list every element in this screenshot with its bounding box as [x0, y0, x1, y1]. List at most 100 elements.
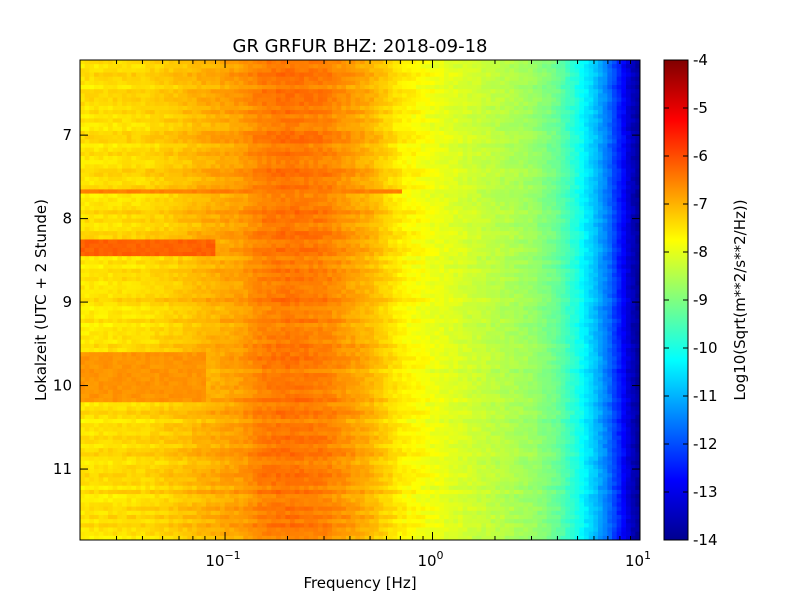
heatmap-cell [476, 126, 482, 132]
heatmap-cell [210, 93, 216, 99]
heatmap-cell [453, 68, 459, 74]
heatmap-cell [84, 185, 90, 190]
heatmap-cell [94, 231, 100, 236]
heatmap-cell [220, 68, 226, 74]
heatmap-cell [220, 76, 226, 82]
heatmap-cell [350, 101, 356, 107]
heatmap-cell [374, 172, 380, 178]
heatmap-cell [346, 122, 352, 128]
heatmap-cell [551, 72, 557, 78]
heatmap-cell [234, 181, 240, 186]
heatmap-cell [411, 68, 417, 74]
heatmap-cell [579, 105, 585, 111]
heatmap-cell [542, 64, 548, 69]
heatmap-cell [341, 210, 347, 216]
heatmap-cell [621, 156, 627, 161]
heatmap-cell [122, 93, 128, 99]
heatmap-cell [518, 206, 524, 211]
heatmap-cell [439, 101, 445, 107]
heatmap-cell [238, 110, 244, 115]
heatmap-cell [145, 93, 151, 99]
heatmap-cell [243, 156, 249, 161]
heatmap-cell [178, 118, 184, 124]
heatmap-cell [313, 201, 319, 207]
heatmap-cell [612, 156, 618, 161]
heatmap-cell [495, 197, 501, 203]
heatmap-cell [490, 201, 496, 207]
heatmap-cell [164, 105, 170, 111]
heatmap-cell [448, 80, 454, 86]
heatmap-cell [374, 214, 380, 220]
heatmap-cell [378, 201, 384, 207]
heatmap-cell [318, 76, 324, 82]
heatmap-cell [145, 130, 151, 136]
heatmap-cell [360, 210, 366, 216]
heatmap-cell [630, 110, 636, 115]
heatmap-cell [565, 130, 571, 136]
heatmap-cell [257, 197, 263, 203]
heatmap-cell [117, 210, 123, 216]
heatmap-cell [560, 206, 566, 211]
heatmap-cell [89, 206, 95, 211]
heatmap-cell [546, 226, 552, 232]
heatmap-cell [108, 72, 114, 78]
heatmap-cell [518, 72, 524, 78]
heatmap-cell [346, 139, 352, 145]
heatmap-cell [448, 85, 454, 90]
heatmap-cell [234, 76, 240, 82]
heatmap-cell [383, 85, 389, 90]
heatmap-cell [518, 80, 524, 86]
heatmap-cell [420, 126, 426, 132]
heatmap-cell [238, 210, 244, 216]
heatmap-cell [486, 151, 492, 157]
heatmap-cell [430, 160, 436, 165]
heatmap-cell [635, 189, 640, 195]
heatmap-cell [187, 68, 193, 74]
heatmap-cell [150, 231, 156, 236]
heatmap-cell [108, 126, 114, 132]
heatmap-cell [500, 122, 506, 128]
heatmap-cell [551, 226, 557, 232]
heatmap-cell [276, 226, 282, 232]
heatmap-cell [378, 122, 384, 128]
heatmap-cell [248, 60, 254, 65]
heatmap-cell [322, 114, 328, 120]
heatmap-cell [532, 210, 538, 216]
heatmap-cell [518, 185, 524, 190]
heatmap-cell [364, 156, 370, 161]
heatmap-cell [486, 93, 492, 99]
heatmap-cell [500, 76, 506, 82]
heatmap-cell [420, 222, 426, 228]
heatmap-cell [523, 126, 529, 132]
heatmap-cell [607, 151, 613, 157]
heatmap-cell [257, 64, 263, 69]
heatmap-cell [196, 118, 202, 124]
heatmap-cell [486, 222, 492, 228]
heatmap-cell [136, 85, 142, 90]
heatmap-cell [126, 185, 132, 190]
heatmap-cell [430, 93, 436, 99]
heatmap-cell [546, 76, 552, 82]
heatmap-cell [341, 143, 347, 149]
heatmap-cell [500, 93, 506, 99]
heatmap-cell [290, 206, 296, 211]
heatmap-cell [126, 156, 132, 161]
heatmap-cell [406, 64, 412, 69]
heatmap-cell [621, 193, 627, 199]
heatmap-cell [462, 160, 468, 165]
heatmap-cell [308, 105, 314, 111]
heatmap-cell [252, 93, 258, 99]
heatmap-cell [528, 72, 534, 78]
heatmap-cell [290, 172, 296, 178]
heatmap-cell [304, 206, 310, 211]
heatmap-cell [252, 72, 258, 78]
heatmap-cell [528, 118, 534, 124]
heatmap-cell [434, 114, 440, 120]
heatmap-cell [537, 118, 543, 124]
heatmap-cell [448, 197, 454, 203]
heatmap-cell [178, 160, 184, 165]
heatmap-cell [117, 105, 123, 111]
heatmap-cell [229, 139, 235, 145]
heatmap-cell [621, 93, 627, 99]
heatmap-cell [486, 101, 492, 107]
